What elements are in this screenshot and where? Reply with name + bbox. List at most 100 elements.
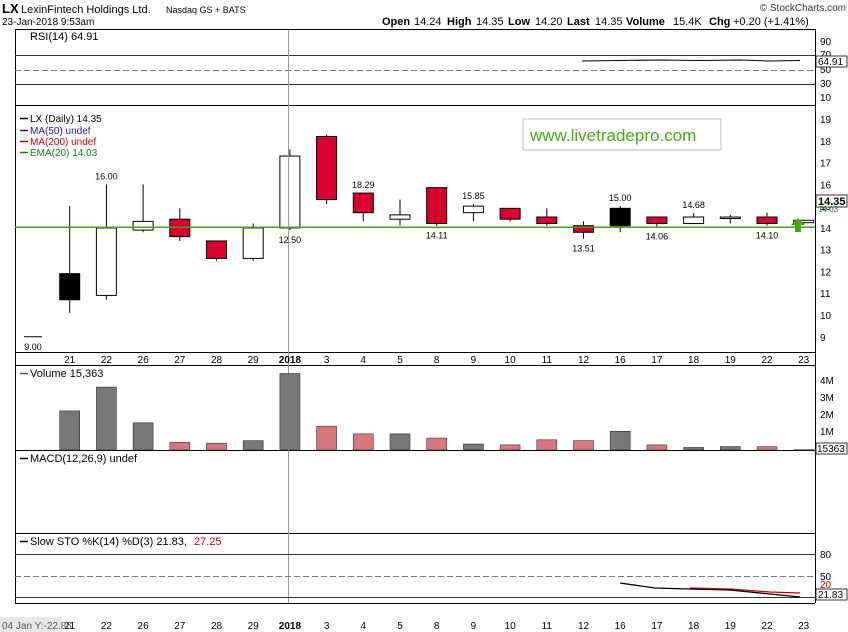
volume-bar [499, 444, 521, 451]
price-annotation: 14.06 [646, 232, 669, 242]
volume-bar [609, 430, 631, 451]
footer-label: 04 Jan Y:-22.86 [2, 621, 72, 632]
rsi-current: 64.91 [818, 57, 843, 68]
sto-label-d: 27.25 [194, 536, 222, 548]
candle-body [206, 240, 227, 259]
ema-price-label: 14.03 [818, 205, 839, 214]
rsi-tick-70: 70 [820, 50, 832, 61]
rsi-label: RSI(14) 64.91 [30, 31, 98, 43]
volume-bar [389, 433, 411, 451]
x-label-bottom: 26 [138, 621, 150, 632]
volume-bar [132, 422, 154, 451]
volume-bar [169, 442, 191, 451]
ad-box[interactable]: www.livetradepro.com [522, 118, 722, 151]
candles [24, 134, 815, 338]
price-legend: LX (Daily) 14.35 MA(50) undef MA(200) un… [20, 114, 102, 159]
x-label: 5 [397, 355, 403, 366]
open-label: Open [382, 16, 410, 28]
candle-body [95, 227, 117, 296]
price-annotation: 14.68 [682, 200, 705, 210]
footer-box [0, 617, 62, 632]
sto-tick-20: 20 [820, 580, 832, 591]
legend-ema20: EMA(20) 14.03 [30, 148, 98, 159]
candle-body [756, 216, 778, 225]
x-label: 22 [101, 355, 113, 366]
x-label-bottom: 12 [578, 621, 590, 632]
price-tick-19: 19 [820, 115, 832, 126]
x-label-bottom: 23 [798, 621, 810, 632]
x-label: 3 [324, 355, 330, 366]
candle-body [132, 220, 154, 231]
x-label: 22 [761, 355, 773, 366]
x-label: 2018 [279, 355, 302, 366]
volume-bar [573, 440, 594, 451]
volume-value: 15.4K [673, 16, 702, 28]
price-annotations: 9.00 16.00 12.50 18.29 14.11 15.85 13.51 15.00 1… [24, 171, 778, 351]
sto-panel: Slow STO %K(14) %D(3) 21.83, 27.25 80 50… [15, 536, 848, 601]
sto-k-line [619, 582, 801, 598]
chg-label: Chg [709, 16, 730, 28]
x-label: 11 [542, 355, 553, 366]
legend-ma50: MA(50) undef [30, 126, 91, 137]
price-annotation: 9.00 [24, 342, 42, 352]
candle-body [646, 216, 668, 225]
price-annotation: 15.85 [462, 191, 485, 201]
x-label: 23 [798, 355, 810, 366]
volume-bar [463, 443, 484, 451]
price-annotation: 13.51 [572, 244, 595, 254]
price-tick-16: 16 [820, 180, 832, 191]
candle-body [793, 219, 815, 224]
x-label-bottom: 28 [211, 621, 223, 632]
company-name: LexinFintech Holdings Ltd. [21, 4, 151, 16]
price-tick-14: 14 [820, 224, 832, 235]
x-label: 8 [434, 355, 440, 366]
x-label: 26 [138, 355, 150, 366]
x-axis: 21 21 22 22 26 26 27 27 28 28 29 29 2018 2018 3 3 4 4 5 5 8 8… [64, 355, 810, 632]
chg-value: +0.20 (+1.41%) [733, 16, 809, 28]
rsi-panel: RSI(14) 64.91 90 70 50 30 10 64.91 [15, 31, 848, 104]
exchange: Nasdaq GS + BATS [166, 5, 246, 15]
vol-tick-2m: 2M [820, 410, 834, 421]
x-label: 18 [688, 355, 700, 366]
up-arrow-icon [791, 218, 805, 232]
price-yaxis: 19 18 17 16 15 14 13 12 11 10 9 [820, 115, 832, 344]
x-label: 28 [211, 355, 223, 366]
price-tick-15: 15 [820, 202, 832, 213]
x-label: 16 [615, 355, 627, 366]
sto-d-line [689, 587, 801, 594]
candle-body [316, 135, 338, 201]
volume-bar [536, 439, 558, 451]
volume-current-box [815, 442, 848, 455]
volume-bar [426, 437, 448, 451]
low-label: Low [508, 16, 530, 28]
x-label-bottom: 3 [324, 621, 330, 632]
volume-label: Volume 15,363 [30, 368, 103, 380]
legend-ma200: MA(200) undef [30, 137, 96, 148]
x-label-bottom: 19 [725, 621, 737, 632]
volume-bars [59, 373, 815, 451]
volume-bar [756, 446, 778, 451]
rsi-line [581, 59, 801, 62]
x-label-bottom: 21 [64, 621, 76, 632]
price-annotation: 14.10 [756, 231, 779, 241]
volume-bar [242, 440, 264, 451]
symbol: LX [2, 1, 19, 16]
sto-label: Slow STO %K(14) %D(3) 21.83, 27.25 [30, 536, 222, 548]
ad-text[interactable]: www.livetradepro.com [529, 126, 696, 145]
sto-tick-50: 50 [820, 572, 832, 583]
last-label: Last [567, 16, 590, 28]
sto-current-box [815, 588, 848, 601]
volume-bar [683, 447, 704, 451]
macd-panel: MACD(12,26,9) undef [20, 453, 138, 465]
volume-bar [646, 444, 668, 451]
price-tick-9: 9 [820, 333, 826, 344]
candle-body [719, 216, 741, 220]
candle-body [499, 207, 521, 220]
x-label-bottom: 17 [651, 621, 663, 632]
candle-body [279, 155, 301, 229]
low-value: 14.20 [535, 16, 563, 28]
price-annotation: 16.00 [95, 171, 118, 181]
x-label: 21 [64, 355, 76, 366]
x-label-bottom: 9 [471, 621, 477, 632]
